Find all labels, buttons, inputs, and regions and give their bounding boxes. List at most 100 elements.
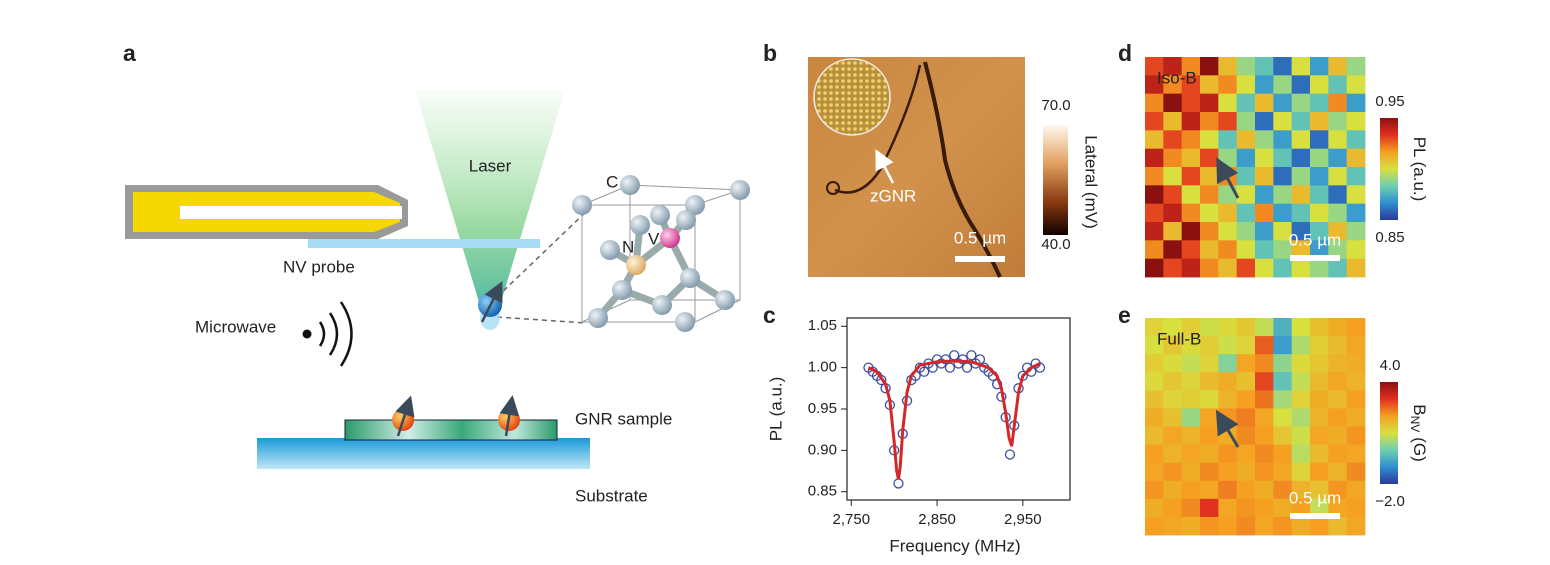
edge [923, 61, 1002, 278]
map-cell [1328, 372, 1348, 391]
map-cell [1163, 354, 1183, 373]
map-cell [1328, 258, 1348, 278]
map-cell [1236, 444, 1256, 464]
map-cell [1200, 130, 1219, 150]
colorbar-label-part: B [1410, 404, 1429, 415]
map-cell [1218, 130, 1238, 150]
map-cell [1346, 203, 1366, 223]
map-cell [1346, 258, 1366, 278]
colorbar-label-part: NV [1408, 416, 1422, 433]
map-cell [1328, 426, 1348, 445]
map-cell [1291, 516, 1311, 536]
map-cell [1310, 167, 1329, 186]
map-cell [1236, 462, 1256, 482]
map-cell [1273, 167, 1293, 186]
map-cell [1273, 480, 1293, 500]
map-cell [1346, 318, 1366, 337]
map-cell [1218, 408, 1238, 427]
data-point [1004, 449, 1016, 460]
map-cell [1200, 354, 1219, 373]
map-cell [1163, 57, 1183, 76]
map-cell [1145, 148, 1164, 168]
map-cell [1218, 480, 1238, 500]
map-cell [1200, 444, 1219, 464]
scale-bar-label: 0.5 µm [1289, 230, 1341, 249]
map-cell [1200, 258, 1219, 278]
laser-label: Laser [469, 156, 512, 175]
map-cell [1163, 203, 1183, 223]
map-cell [1291, 167, 1311, 186]
map-cell [1200, 240, 1219, 260]
map-cell [1346, 130, 1366, 150]
map-cell [1273, 372, 1293, 391]
map-cell [1181, 167, 1201, 186]
scale-bar [1290, 513, 1340, 519]
map-cell [1181, 444, 1201, 464]
map-cell [1310, 185, 1329, 205]
map-cell [1310, 203, 1329, 223]
map-cell [1328, 203, 1348, 223]
data-point [966, 350, 977, 361]
map-cell [1163, 112, 1183, 131]
x-tick-label: 2,750 [833, 511, 871, 528]
map-cell [1145, 354, 1164, 373]
map-cell [1255, 130, 1274, 150]
x-tick-label: 2,950 [1004, 511, 1042, 528]
map-cell [1273, 240, 1293, 260]
map-cell [1163, 75, 1183, 95]
map-cell [1346, 444, 1366, 464]
map-cell [1236, 240, 1256, 260]
map-cell [1346, 57, 1366, 76]
map-cell [1181, 318, 1201, 337]
colorbar-max: 4.0 [1380, 357, 1401, 374]
map-cell [1255, 408, 1274, 427]
map-cell [1328, 185, 1348, 205]
map-cell [1255, 444, 1274, 464]
map-cell [1200, 480, 1219, 500]
map-cell [1236, 258, 1256, 278]
map-cell [1273, 336, 1293, 355]
map-cell [1255, 148, 1274, 168]
spin-arrow [499, 395, 520, 437]
map-cell [1310, 498, 1329, 518]
map-cell [1328, 444, 1348, 464]
map-cell [1255, 462, 1274, 482]
map-cell [1273, 426, 1293, 445]
map-cell [1181, 130, 1201, 150]
map-cell [1255, 516, 1274, 536]
map-cell [1328, 480, 1348, 500]
map-cell [1255, 203, 1274, 223]
map-cell [1291, 336, 1311, 355]
map-title: Full-B [1157, 329, 1201, 348]
map-cell [1218, 93, 1238, 113]
map-cell [1291, 130, 1311, 150]
map-cell [1291, 354, 1311, 373]
map-cell [1218, 372, 1238, 391]
map-cell [1310, 372, 1329, 391]
map-cell [1346, 240, 1366, 260]
map-cell [1218, 148, 1238, 168]
map-cell [1218, 498, 1238, 518]
map-cell [1346, 222, 1366, 241]
map-cell [1346, 354, 1366, 373]
map-cell [1291, 318, 1311, 337]
map-cell [1273, 516, 1293, 536]
data-point [949, 350, 960, 361]
map-cell [1236, 408, 1256, 427]
map-cell [1181, 390, 1201, 409]
map-cell [1328, 130, 1348, 150]
map-cell [1200, 93, 1219, 113]
map-cell [1310, 480, 1329, 500]
wave [318, 321, 326, 347]
map-cell [1255, 372, 1274, 391]
wave [328, 312, 339, 356]
map-cell [1255, 390, 1274, 409]
map-cell [1328, 93, 1348, 113]
arrow [875, 149, 895, 184]
colorbar [1380, 382, 1398, 484]
map-cell [1236, 318, 1256, 337]
map-cell [1218, 390, 1238, 409]
map-cell [1145, 372, 1164, 391]
map-cell [1328, 408, 1348, 427]
map-cell [1200, 390, 1219, 409]
